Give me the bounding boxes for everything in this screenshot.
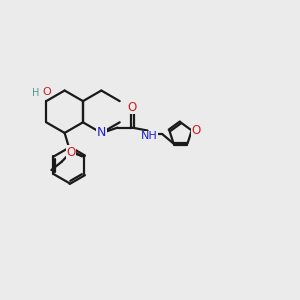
Text: NH: NH [141,131,158,142]
Text: O: O [42,87,51,97]
Text: N: N [97,126,106,140]
Text: O: O [66,146,75,159]
Text: H: H [32,88,40,98]
Text: O: O [192,124,201,137]
Text: O: O [128,100,137,113]
